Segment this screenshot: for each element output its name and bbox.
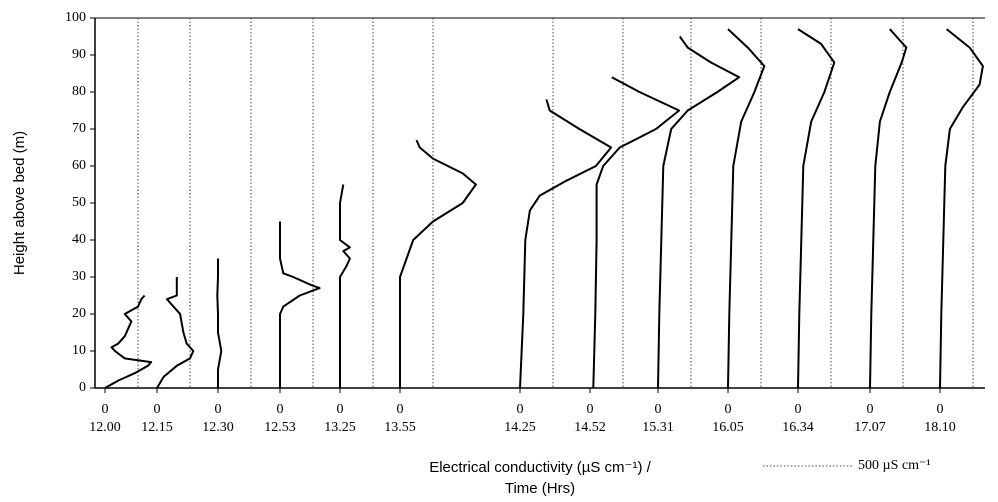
zero-label: 0 xyxy=(655,402,662,417)
y-tick-label: 20 xyxy=(72,306,86,321)
time-label: 17.07 xyxy=(854,420,886,435)
y-tick-label: 40 xyxy=(72,232,86,247)
profile-line xyxy=(279,221,321,388)
y-tick-label: 50 xyxy=(72,195,86,210)
zero-label: 0 xyxy=(517,402,524,417)
y-tick-label: 60 xyxy=(72,158,86,173)
zero-label: 0 xyxy=(795,402,802,417)
time-label: 18.10 xyxy=(924,420,956,435)
scale-label: 500 µS cm⁻¹ xyxy=(858,458,931,473)
zero-label: 0 xyxy=(215,402,222,417)
profile-line xyxy=(519,99,613,389)
profile-line xyxy=(869,28,908,389)
zero-label: 0 xyxy=(587,402,594,417)
y-tick-label: 10 xyxy=(72,343,86,358)
time-label: 16.34 xyxy=(782,420,814,435)
time-label: 12.30 xyxy=(202,420,234,435)
y-tick-label: 90 xyxy=(72,47,86,62)
zero-label: 0 xyxy=(725,402,732,417)
y-tick-label: 70 xyxy=(72,121,86,136)
profile-line xyxy=(339,184,351,388)
profile-line xyxy=(216,258,223,388)
profile-line xyxy=(727,28,766,389)
profile-line xyxy=(156,277,195,389)
y-tick-label: 80 xyxy=(72,84,86,99)
time-label: 12.00 xyxy=(89,420,121,435)
time-label: 16.05 xyxy=(712,420,744,435)
profile-line xyxy=(592,76,681,389)
profile-line xyxy=(104,294,153,389)
zero-label: 0 xyxy=(337,402,344,417)
time-label: 15.31 xyxy=(642,420,674,435)
y-tick-label: 100 xyxy=(65,10,86,25)
profile-line xyxy=(797,28,836,389)
x-axis-title: Time (Hrs) xyxy=(505,480,575,497)
time-label: 14.25 xyxy=(504,420,536,435)
time-label: 12.15 xyxy=(141,420,173,435)
profile-line xyxy=(399,139,477,388)
zero-label: 0 xyxy=(277,402,284,417)
profile-line xyxy=(657,35,741,389)
y-tick-label: 30 xyxy=(72,269,86,284)
time-label: 13.55 xyxy=(384,420,416,435)
zero-label: 0 xyxy=(867,402,874,417)
time-label: 14.52 xyxy=(574,420,606,435)
zero-label: 0 xyxy=(397,402,404,417)
time-label: 13.25 xyxy=(324,420,356,435)
profile-line xyxy=(939,28,984,389)
y-axis-title: Height above bed (m) xyxy=(11,131,28,275)
y-tick-label: 0 xyxy=(79,380,86,395)
zero-label: 0 xyxy=(937,402,944,417)
zero-label: 0 xyxy=(102,402,109,417)
x-axis-title: Electrical conductivity (µS cm⁻¹) / xyxy=(429,459,651,476)
zero-label: 0 xyxy=(154,402,161,417)
time-label: 12.53 xyxy=(264,420,296,435)
